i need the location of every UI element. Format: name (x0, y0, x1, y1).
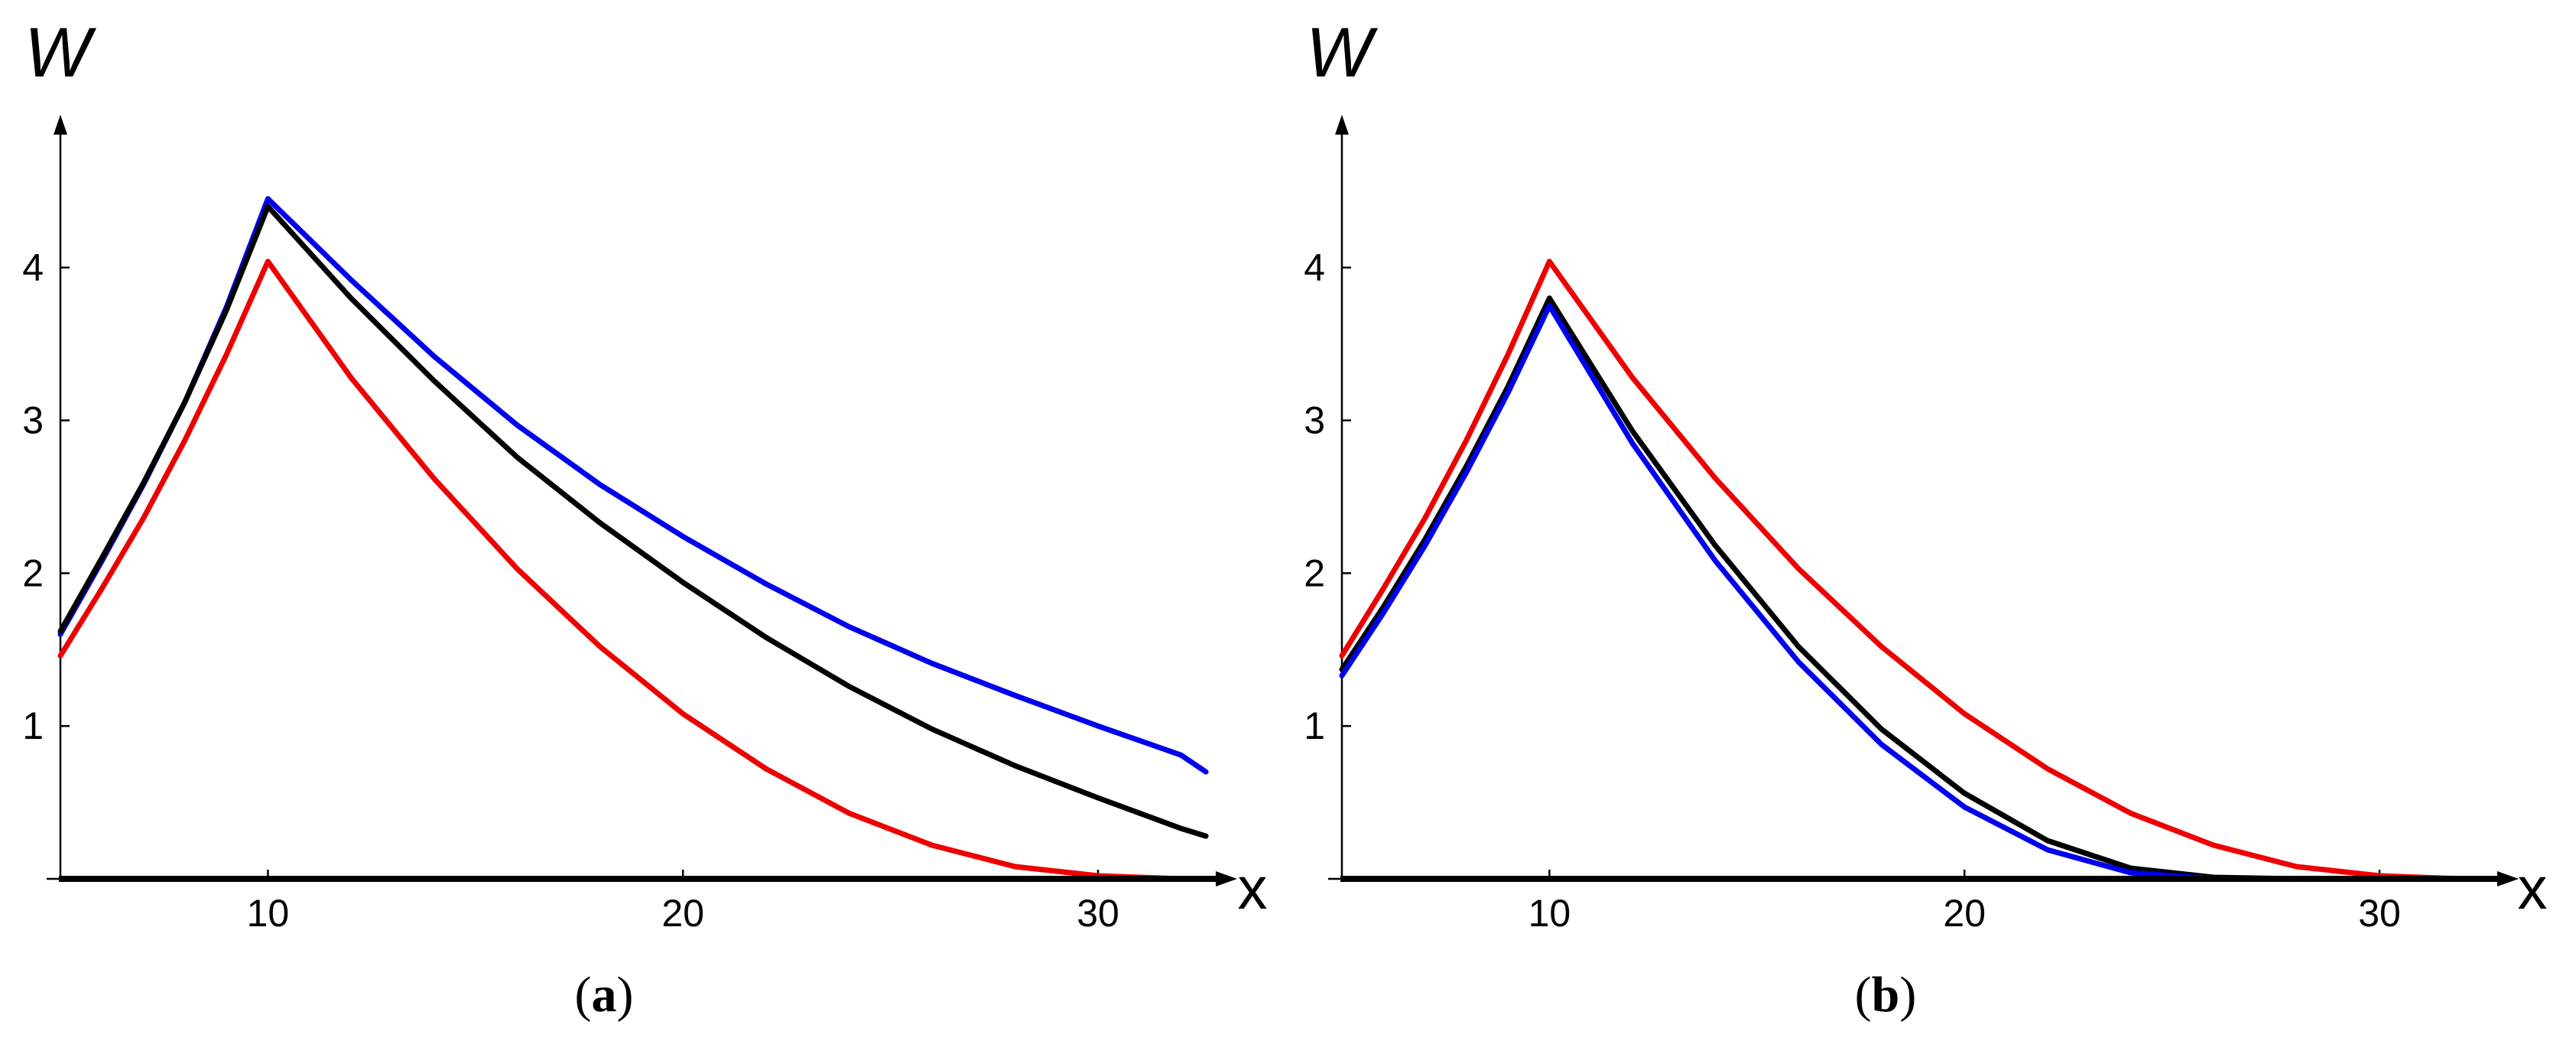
x-tick-label: 10 (247, 892, 290, 935)
y-tick-label: 3 (22, 399, 44, 442)
y-tick-label: 3 (1304, 399, 1325, 442)
y-axis-arrow (54, 115, 67, 135)
y-axis-label: W (24, 14, 97, 92)
panel-b: 1 2 3 4 10 20 30 Wx (b) (1304, 14, 2547, 1023)
series-line (57, 203, 1209, 839)
y-tick-label: 1 (1304, 704, 1325, 747)
x-tick-label: 10 (1528, 892, 1571, 935)
y-axis-label: W (1306, 14, 1379, 92)
x-tick-label: 30 (2358, 892, 2401, 935)
x-tick-label: 20 (661, 892, 704, 935)
series-line (1339, 259, 2490, 882)
x-tick-label: 30 (1077, 892, 1119, 935)
y-tick-label: 4 (22, 246, 44, 289)
y-tick-label: 2 (22, 551, 44, 594)
x-axis-arrow (2497, 871, 2519, 886)
x-axis-label: x (2518, 854, 2548, 922)
x-axis-arrow (1216, 871, 1237, 886)
panel-label: (b) (1855, 967, 1917, 1023)
y-tick-label: 1 (22, 704, 44, 747)
panel-a: 1 2 3 4 10 20 30 Wx (a) (22, 14, 1267, 1023)
x-tick-label: 20 (1943, 892, 1986, 935)
x-axis-label: x (1238, 854, 1268, 922)
series-line (1339, 303, 2490, 882)
y-tick-label: 2 (1304, 551, 1325, 594)
y-tick-label: 4 (1304, 246, 1325, 289)
series-line (57, 259, 1209, 882)
y-axis-arrow (1335, 115, 1349, 135)
series-line (57, 196, 1209, 775)
panel-label: (a) (575, 967, 634, 1023)
